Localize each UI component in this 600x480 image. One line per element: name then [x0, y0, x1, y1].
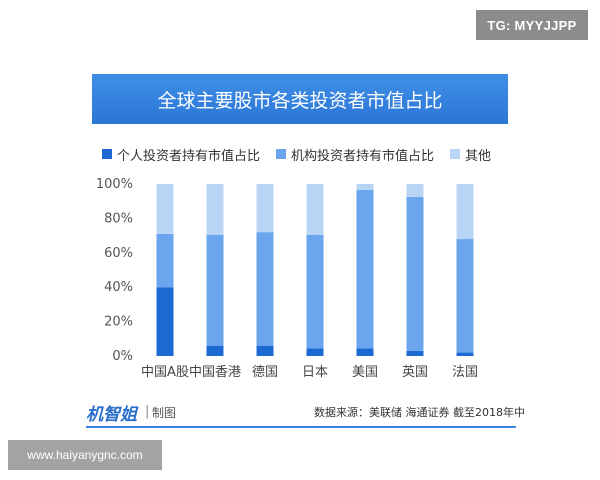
y-tick-label: 0% [112, 349, 133, 364]
bar-segment-other [456, 184, 474, 240]
bar-segment-individual [256, 345, 274, 356]
legend-label-other: 其他 [465, 148, 492, 164]
y-tick-label: 60% [104, 246, 133, 261]
bar-segment-other [156, 184, 174, 234]
x-tick-label: 法国 [452, 365, 478, 380]
footer-logo: 机智姐 [86, 405, 137, 425]
bar-segment-individual [306, 348, 324, 356]
chart-title: 全球主要股市各类投资者市值占比 [92, 74, 508, 124]
legend-swatch-individual [102, 149, 112, 159]
footer-made-by: 制图 [152, 406, 177, 420]
x-tick-label: 中国A股 [141, 365, 189, 380]
bar-segment-other [256, 184, 274, 233]
tg-badge: TG: MYYJJPP [476, 10, 588, 40]
legend-item-other: 其他 [450, 145, 491, 164]
y-tick-label: 80% [104, 211, 133, 226]
legend-item-institutional: 机构投资者持有市值占比 [276, 145, 434, 164]
bar-segment-individual [156, 287, 174, 356]
bar-segment-individual [456, 352, 474, 356]
y-tick-label: 40% [104, 280, 133, 295]
bar-segment-institutional [206, 234, 224, 346]
x-tick-label: 中国香港 [189, 365, 241, 380]
y-tick-label: 20% [104, 315, 133, 330]
bar-segment-institutional [406, 196, 424, 351]
y-tick-label: 100% [96, 177, 133, 192]
bar-segment-other [206, 184, 224, 235]
bar-segment-institutional [356, 190, 374, 349]
x-tick-label: 英国 [402, 365, 428, 380]
footer-source: 数据来源：美联储 海通证券 截至2018年中 [314, 406, 525, 419]
legend-label-institutional: 机构投资者持有市值占比 [291, 148, 435, 164]
footer-bottom-rule [86, 426, 516, 428]
bar-segment-other [406, 184, 424, 197]
legend-item-individual: 个人投资者持有市值占比 [102, 145, 260, 164]
bar-segment-institutional [456, 239, 474, 353]
bar-segment-other [306, 184, 324, 235]
bar-segment-other [356, 184, 374, 191]
x-tick-label: 德国 [252, 365, 278, 380]
bar-segment-institutional [156, 233, 174, 288]
chart-legend: 个人投资者持有市值占比 机构投资者持有市值占比 其他 [102, 142, 491, 166]
x-tick-label: 美国 [352, 365, 378, 380]
watermark: www.haiyanygnc.com [8, 440, 162, 470]
bar-segment-individual [206, 345, 224, 356]
bar-segment-institutional [306, 234, 324, 349]
legend-swatch-other [450, 149, 461, 159]
bar-segment-individual [356, 348, 374, 356]
footer-separator: | [145, 404, 150, 419]
legend-label-individual: 个人投资者持有市值占比 [117, 148, 261, 164]
bar-segment-individual [406, 350, 424, 356]
legend-swatch-institutional [276, 149, 287, 159]
x-tick-label: 日本 [302, 365, 328, 380]
bar-segment-institutional [256, 232, 274, 346]
